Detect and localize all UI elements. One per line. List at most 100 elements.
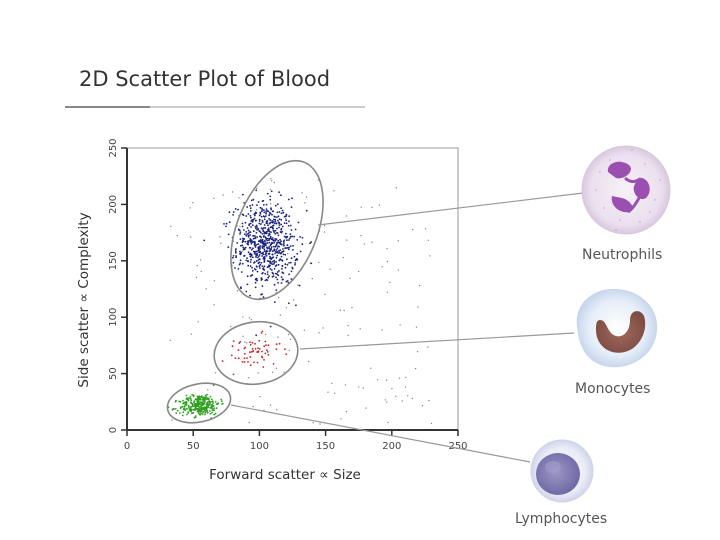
neutrophils-point — [271, 237, 274, 239]
neutrophils-point — [258, 255, 260, 258]
neutrophils-point — [264, 244, 267, 247]
background-point — [401, 400, 403, 402]
neutrophils-point — [267, 227, 270, 230]
neutrophils-point — [243, 238, 245, 241]
neutrophils-point — [282, 211, 285, 214]
neutrophils-point — [288, 237, 291, 240]
neutrophils-point — [276, 216, 278, 219]
background-point — [333, 190, 335, 192]
background-point — [244, 341, 246, 343]
lymphocytes-point — [213, 407, 216, 409]
monocytes-point — [267, 354, 270, 356]
monocytes-point — [272, 363, 275, 365]
lymphocytes-point — [203, 397, 205, 400]
monocytes-point — [263, 359, 265, 361]
background-point — [343, 309, 345, 312]
lymphocytes-point — [179, 407, 182, 410]
neutrophils-point — [263, 211, 266, 214]
neutrophils-point — [273, 222, 276, 225]
lymphocytes-gate — [166, 382, 232, 424]
neutrophils-point — [273, 231, 276, 234]
monocytes-point — [278, 342, 281, 345]
background-point — [395, 187, 398, 189]
neutrophils-point — [269, 267, 272, 270]
neutrophils-point — [261, 285, 264, 287]
neutrophils-point — [265, 210, 267, 213]
neutrophils-point — [305, 209, 308, 212]
lymphocytes-point — [190, 412, 193, 415]
neutrophils-point — [261, 238, 264, 241]
lymphocytes-point — [185, 394, 188, 397]
background-point — [387, 421, 389, 424]
neutrophils-point — [258, 230, 261, 232]
neutrophils-point — [256, 204, 258, 207]
neutrophils-point — [269, 325, 272, 328]
background-point — [395, 395, 397, 397]
neutrophils-point — [275, 249, 278, 251]
neutrophils-point — [225, 225, 227, 228]
neutrophils-point — [264, 236, 267, 239]
neutrophils-point — [266, 246, 268, 249]
neutrophils-point — [266, 242, 269, 244]
neutrophils-point — [281, 264, 284, 267]
background-point — [398, 377, 401, 379]
lymphocytes-point — [187, 411, 190, 414]
monocytes-point — [264, 352, 267, 355]
neutrophils-point — [275, 261, 277, 263]
lymphocytes-point — [189, 397, 192, 400]
neutrophils-point — [296, 239, 299, 241]
neutrophils-point — [298, 284, 301, 287]
neutrophils-point — [258, 220, 261, 222]
background-point — [351, 306, 353, 309]
neutrophils-point — [262, 204, 265, 206]
neutrophils-point — [227, 246, 230, 249]
background-point — [190, 333, 193, 335]
neutrophils-point — [244, 240, 247, 243]
background-point — [205, 288, 207, 290]
neutrophils-point — [283, 235, 286, 238]
monocytes-point — [285, 353, 288, 355]
lymphocytes-label: Lymphocytes — [515, 511, 607, 527]
neutrophils-point — [265, 203, 268, 206]
neutrophils-point — [254, 225, 257, 228]
neutrophils-point — [261, 265, 264, 267]
lymphocytes-point — [193, 400, 196, 402]
neutrophils-point — [278, 226, 280, 229]
neutrophils-point — [285, 236, 288, 239]
monocytes-point — [261, 350, 263, 353]
neutrophils-point — [247, 229, 250, 232]
neutrophils-point — [274, 220, 277, 223]
neutrophils-point — [252, 247, 254, 250]
background-point — [389, 281, 391, 284]
neutrophils-point — [274, 229, 277, 232]
neutrophils-point — [248, 231, 251, 234]
neutrophils-point — [239, 244, 242, 247]
neutrophils-point — [295, 304, 297, 307]
neutrophils-point — [272, 227, 274, 230]
neutrophils-point — [258, 240, 261, 242]
y-tick-label: 50 — [108, 367, 119, 380]
neutrophils-point — [257, 243, 260, 246]
neutrophils-point — [264, 242, 267, 245]
background-point — [231, 191, 234, 193]
lymphocytes-connector — [230, 404, 531, 463]
background-point — [430, 422, 433, 425]
neutrophils-point — [270, 208, 272, 211]
neutrophils-point — [249, 222, 252, 225]
neutrophils-point — [232, 261, 235, 264]
monocytes-point — [253, 361, 255, 364]
background-point — [339, 309, 342, 311]
neutrophils-point — [255, 260, 258, 262]
lymphocytes-point — [187, 404, 190, 407]
background-point — [318, 261, 320, 264]
neutrophils-point — [267, 276, 270, 279]
neutrophils-point — [278, 259, 281, 262]
neutrophils-point — [258, 214, 261, 217]
neutrophils-point — [277, 241, 280, 244]
neutrophils-point — [279, 258, 282, 261]
lymphocytes-point — [199, 405, 202, 408]
neutrophils-point — [265, 215, 267, 217]
background-point — [346, 239, 348, 241]
neutrophils-point — [297, 221, 300, 224]
y-tick-label: 0 — [108, 427, 119, 433]
